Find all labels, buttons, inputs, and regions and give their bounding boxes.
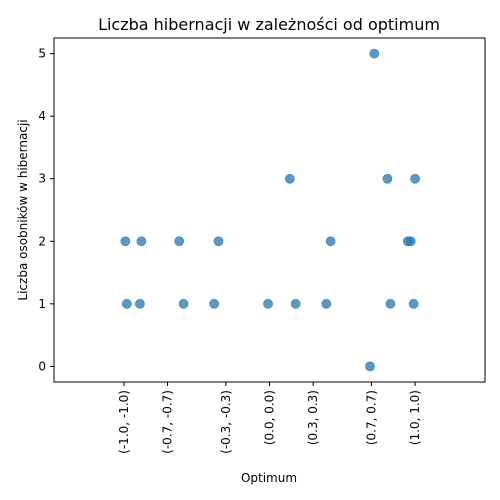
- y-tick-label-4: 4: [38, 109, 46, 123]
- y-axis-label: Liczba osobników w hibernacji: [16, 119, 30, 300]
- plot-frame: [53, 37, 486, 383]
- x-tick-label-4: (0.3, 0.3): [306, 390, 320, 445]
- data-point-3: [135, 298, 145, 309]
- data-point-8: [263, 298, 273, 309]
- plot-points: [120, 48, 421, 372]
- x-tick-label-2: (-0.3, -0.3): [219, 390, 233, 454]
- y-tick-label-0: 0: [38, 359, 46, 373]
- x-tick-label-6: (1.0, 1.0): [408, 390, 422, 445]
- chart-title: Liczba hibernacji w zależności od optimu…: [98, 15, 440, 34]
- x-tick-label-1: (-0.7, -0.7): [161, 390, 175, 454]
- data-point-13: [365, 361, 375, 372]
- y-tick-label-5: 5: [38, 47, 46, 61]
- data-point-7: [209, 298, 220, 309]
- data-point-18: [405, 236, 416, 247]
- data-point-14: [369, 48, 380, 59]
- x-tick-label-5: (0.7, 0.7): [364, 390, 378, 445]
- data-point-9: [284, 173, 295, 184]
- x-tick-label-3: (0.0, 0.0): [263, 390, 277, 445]
- data-point-12: [325, 236, 336, 247]
- x-axis-label: Optimum: [241, 471, 297, 485]
- data-point-15: [382, 173, 393, 184]
- y-tick-label-2: 2: [38, 234, 46, 248]
- data-point-11: [321, 298, 332, 309]
- data-point-6: [213, 236, 224, 247]
- x-tick-label-0: (-1.0, -1.0): [117, 390, 131, 454]
- data-point-16: [385, 298, 396, 309]
- data-point-19: [408, 298, 419, 309]
- data-point-10: [290, 298, 301, 309]
- data-point-20: [410, 173, 421, 184]
- data-point-1: [121, 298, 132, 309]
- data-point-4: [174, 236, 185, 247]
- data-point-0: [120, 236, 131, 247]
- data-point-2: [136, 236, 147, 247]
- x-axis-ticks: (-1.0, -1.0) (-0.7, -0.7) (-0.3, -0.3) (0.0…: [117, 382, 422, 454]
- data-point-5: [178, 298, 189, 309]
- y-axis-ticks: 0 1 2 3 4 5: [38, 47, 54, 373]
- y-tick-label-3: 3: [38, 172, 46, 186]
- y-tick-label-1: 1: [38, 297, 46, 311]
